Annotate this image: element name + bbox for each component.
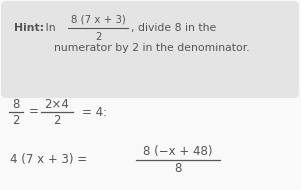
Text: 8 (7 x + 3): 8 (7 x + 3) (70, 15, 126, 25)
Text: = 4:: = 4: (82, 105, 107, 119)
Text: In: In (42, 23, 59, 33)
Text: 8: 8 (174, 162, 182, 176)
Text: numerator by 2 in the denominator.: numerator by 2 in the denominator. (54, 43, 250, 53)
Text: 4 (7 x + 3) =: 4 (7 x + 3) = (10, 154, 87, 166)
Text: 2: 2 (95, 32, 101, 42)
FancyBboxPatch shape (1, 1, 299, 98)
Text: =: = (29, 105, 39, 119)
Text: 8 (−x + 48): 8 (−x + 48) (143, 145, 213, 158)
Text: 2×4: 2×4 (45, 97, 70, 111)
Text: , divide 8 in the: , divide 8 in the (131, 23, 216, 33)
Text: 2: 2 (12, 113, 20, 127)
Text: Hint:: Hint: (14, 23, 44, 33)
Text: 8: 8 (12, 97, 20, 111)
Text: 2: 2 (53, 113, 61, 127)
